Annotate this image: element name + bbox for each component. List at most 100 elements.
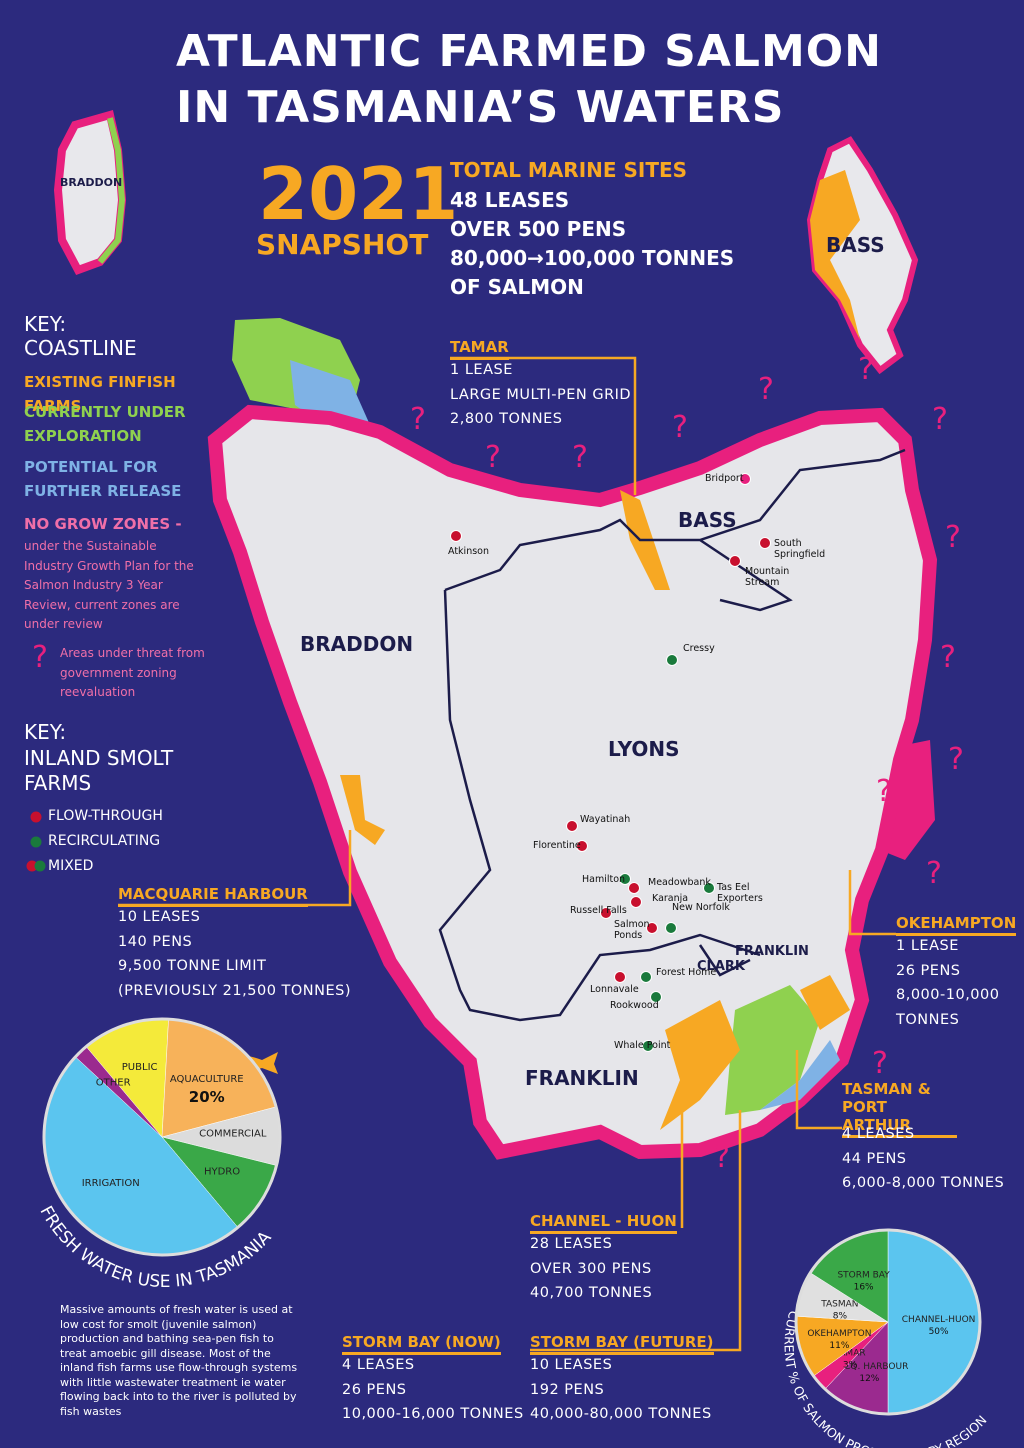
threat-symbol: ? <box>872 1046 888 1081</box>
farm-dot <box>576 840 588 852</box>
farm-label: Lonnavale <box>590 984 639 995</box>
summary-line: 80,000→100,000 TONNES <box>450 246 735 270</box>
boundary <box>438 448 906 1022</box>
farm-dot <box>630 896 642 908</box>
key-heading: KEY: <box>24 720 67 744</box>
threat-symbol: ? <box>758 372 774 407</box>
key-dot <box>26 860 38 872</box>
callout-line: OVER 300 PENS <box>530 1260 652 1277</box>
callout-line: 4 LEASES <box>342 1357 415 1373</box>
pie-label: OKEHAMPTON <box>807 1329 871 1339</box>
summary-line: OF SALMON <box>450 275 584 299</box>
region-label: FRANKLIN <box>735 944 809 959</box>
callout-line: 40,000-80,000 TONNES <box>530 1406 712 1422</box>
key-item: FLOW-THROUGH <box>48 808 163 824</box>
callout-line: 9,500 TONNE LIMIT <box>118 958 267 974</box>
callout-line: 2,800 TONNES <box>450 411 563 427</box>
pie-value-label: 16% <box>854 1283 874 1293</box>
threat-label: Areas under threat from government zonin… <box>60 646 205 699</box>
threat-symbol: ? <box>572 440 588 475</box>
pie-value-label: 3% <box>843 1360 858 1370</box>
pie-label: IRRIGATION <box>82 1178 140 1189</box>
callout-title: TASMAN & PORT ARTHUR <box>842 1080 957 1138</box>
callout-title: STORM BAY (NOW) <box>342 1333 501 1355</box>
callout-title: TAMAR <box>450 338 509 360</box>
callout-line: 140 PENS <box>118 933 193 950</box>
farm-dot <box>619 873 631 885</box>
title: ATLANTIC FARMED SALMON <box>176 26 882 77</box>
pie-label: OTHER <box>96 1078 131 1089</box>
farm-label: Bridport <box>705 473 744 484</box>
region-label: BRADDON <box>300 632 414 656</box>
farm-dot <box>739 473 751 485</box>
callout-title: STORM BAY (FUTURE) <box>530 1333 714 1355</box>
summary-line: OVER 500 PENS <box>450 217 627 241</box>
threat-symbol: ? <box>672 410 688 445</box>
farm-label: New Norfolk <box>672 902 730 913</box>
farm-zone <box>340 775 385 845</box>
region-label: BRADDON <box>60 176 123 189</box>
summary-heading: TOTAL MARINE SITES <box>450 158 688 182</box>
pie-value-label: 50% <box>929 1327 949 1337</box>
farm-dot <box>665 922 677 934</box>
threat-symbol: ? <box>932 402 948 437</box>
key-item: MIXED <box>48 858 94 874</box>
region-label: CLARK <box>697 959 745 974</box>
threat-symbol: ? <box>948 742 964 777</box>
pie-label: TAMAR <box>833 1348 865 1358</box>
threat-symbol: ? <box>485 440 501 475</box>
key-subheading: COASTLINE <box>24 336 137 360</box>
key-item: POTENTIAL FOR FURTHER RELEASE <box>24 458 182 500</box>
farm-dot <box>666 654 678 666</box>
key-note: under the Sustainable Industry Growth Pl… <box>24 539 194 631</box>
callout-line: 28 LEASES <box>530 1236 613 1252</box>
pie-label: TASMAN <box>820 1299 858 1309</box>
farm-label: Atkinson <box>448 546 490 557</box>
farm-dot <box>759 537 771 549</box>
pie-value-label: 8% <box>833 1311 848 1321</box>
farm-label: Florentine <box>533 840 581 851</box>
farm-label: South Springfield <box>774 538 826 560</box>
callout-title: MACQUARIE HARBOUR <box>118 885 308 907</box>
key-item: RECIRCULATING <box>48 833 161 849</box>
threat-symbol: ? <box>410 402 426 437</box>
threat-symbol: ? <box>876 774 892 809</box>
farm-label: Hamilton <box>582 874 626 885</box>
farm-dot <box>600 907 612 919</box>
farm-label: Cressy <box>683 643 715 654</box>
threat-symbol: ? <box>32 640 48 675</box>
threat-symbol: ? <box>926 856 942 891</box>
pie-value-label: 11% <box>829 1341 849 1351</box>
pie-label: PUBLIC <box>122 1062 158 1073</box>
callout-line: 1 LEASE <box>896 938 959 954</box>
callout-title: CHANNEL - HUON <box>530 1212 677 1234</box>
farm-dot <box>640 971 652 983</box>
pie-rim <box>42 1017 282 1257</box>
farm-dot <box>450 530 462 542</box>
key-dot <box>30 811 42 823</box>
callout-line: 8,000-10,000 <box>896 987 1000 1003</box>
threat-symbol: ? <box>940 640 956 675</box>
farm-zone <box>660 1000 740 1130</box>
farm-label: Salmon Ponds <box>614 919 650 941</box>
farm-label: Mountain Stream <box>745 566 790 588</box>
title: IN TASMANIA’S WATERS <box>176 82 785 133</box>
release-zone <box>760 1040 840 1110</box>
pie-label: MACQ. HARBOUR <box>830 1362 908 1372</box>
farm-label: Wayatinah <box>580 814 631 825</box>
farm-label: Rookwood <box>610 1000 659 1011</box>
key-dot <box>30 836 42 848</box>
callout-line: 40,700 TONNES <box>530 1285 653 1301</box>
callout-line: 1 LEASE <box>450 362 513 378</box>
snapshot: SNAPSHOT <box>256 228 429 261</box>
pie-label: COMMERCIAL <box>199 1129 267 1140</box>
callout-line: 6,000-8,000 TONNES <box>842 1175 1005 1191</box>
farm-label: Meadowbank <box>648 877 711 888</box>
pie-label: STORM BAY <box>837 1271 890 1281</box>
footnote: Massive amounts of fresh water is used a… <box>60 1303 298 1418</box>
farm-label: Tas Eel Exporters <box>717 882 763 904</box>
farm-label: Whale Point <box>614 1040 671 1051</box>
key-subheading: INLAND SMOLT FARMS <box>24 746 174 795</box>
callout-line: (PREVIOUSLY 21,500 TONNES) <box>118 982 352 999</box>
